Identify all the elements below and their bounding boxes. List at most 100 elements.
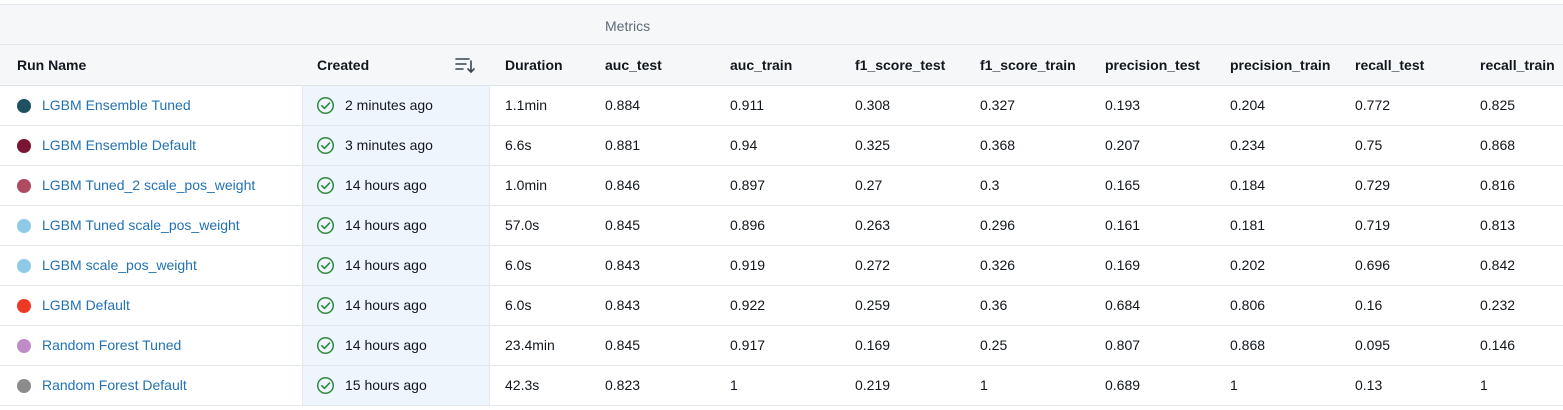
header-duration[interactable]: Duration [505, 57, 563, 73]
cell-precision-test: 0.807 [1105, 337, 1141, 353]
check-circle-icon [316, 256, 335, 275]
header-recall-test[interactable]: recall_test [1355, 57, 1425, 73]
cell-auc-train: 1 [730, 377, 738, 393]
run-color-dot [17, 339, 31, 353]
table-row[interactable]: LGBM Ensemble Tuned 2 minutes ago 1.1min 0.… [0, 86, 1563, 126]
cell-auc-train: 0.911 [730, 97, 764, 113]
table-row[interactable]: LGBM Tuned_2 scale_pos_weight 14 hours ag… [0, 166, 1563, 206]
table-row[interactable]: LGBM Ensemble Default 3 minutes ago 6.6s 0.… [0, 126, 1563, 166]
run-name-link[interactable]: Random Forest Tuned [42, 337, 182, 353]
cell-duration: 57.0s [505, 217, 540, 233]
cell-auc-train: 0.922 [730, 297, 766, 313]
run-color-dot [17, 219, 31, 233]
cell-recall-test: 0.729 [1355, 177, 1391, 193]
cell-precision-train: 0.868 [1230, 337, 1266, 353]
cell-precision-train: 0.806 [1230, 297, 1266, 313]
cell-f1-score-test: 0.325 [855, 137, 891, 153]
cell-auc-test: 0.843 [605, 257, 641, 273]
column-group-header: Metrics [0, 4, 1563, 45]
cell-f1-score-test: 0.272 [855, 257, 891, 273]
cell-duration: 6.0s [505, 297, 532, 313]
check-circle-icon [316, 376, 335, 395]
cell-duration: 1.0min [505, 177, 548, 193]
header-auc-train[interactable]: auc_train [730, 57, 793, 73]
run-name-link[interactable]: LGBM Ensemble Tuned [42, 97, 191, 113]
cell-recall-train: 0.842 [1480, 257, 1516, 273]
cell-f1-score-test: 0.263 [855, 217, 891, 233]
cell-auc-test: 0.845 [605, 217, 641, 233]
cell-recall-train: 0.816 [1480, 177, 1516, 193]
header-run-name[interactable]: Run Name [17, 57, 87, 73]
run-name-link[interactable]: LGBM Tuned_2 scale_pos_weight [42, 177, 256, 193]
table-row[interactable]: LGBM Tuned scale_pos_weight 14 hours ago 5… [0, 206, 1563, 246]
metrics-group-label: Metrics [605, 18, 651, 34]
created-time: 14 hours ago [345, 217, 427, 233]
table-row[interactable]: LGBM scale_pos_weight 14 hours ago 6.0s 0.8… [0, 246, 1563, 286]
header-recall-train[interactable]: recall_train [1480, 57, 1555, 73]
header-precision-train[interactable]: precision_train [1230, 57, 1331, 73]
cell-duration: 42.3s [505, 377, 540, 393]
run-name-link[interactable]: LGBM Default [42, 297, 130, 313]
cell-duration: 6.6s [505, 137, 532, 153]
cell-precision-test: 0.165 [1105, 177, 1141, 193]
run-name-link[interactable]: Random Forest Default [42, 377, 187, 393]
cell-precision-train: 0.204 [1230, 97, 1266, 113]
table-row[interactable]: Random Forest Default 15 hours ago 42.3s 0.… [0, 366, 1563, 406]
cell-recall-train: 0.232 [1480, 297, 1516, 313]
sort-descending-icon[interactable] [455, 56, 475, 74]
cell-auc-test: 0.884 [605, 97, 641, 113]
cell-recall-test: 0.719 [1355, 217, 1391, 233]
cell-precision-test: 0.193 [1105, 97, 1141, 113]
run-color-dot [17, 99, 31, 113]
cell-f1-score-train: 1 [980, 377, 988, 393]
cell-precision-test: 0.207 [1105, 137, 1141, 153]
run-name-link[interactable]: LGBM Ensemble Default [42, 137, 197, 153]
run-color-dot [17, 179, 31, 193]
check-circle-icon [316, 176, 335, 195]
header-f1-score-train[interactable]: f1_score_train [980, 57, 1076, 73]
run-name-link[interactable]: LGBM Tuned scale_pos_weight [42, 217, 240, 233]
cell-f1-score-train: 0.36 [980, 297, 1008, 313]
created-time: 3 minutes ago [345, 137, 433, 153]
cell-recall-test: 0.13 [1355, 377, 1383, 393]
cell-recall-test: 0.75 [1355, 137, 1383, 153]
cell-auc-test: 0.845 [605, 337, 641, 353]
cell-precision-train: 0.234 [1230, 137, 1266, 153]
table-row[interactable]: Random Forest Tuned 14 hours ago 23.4min 0.… [0, 326, 1563, 366]
created-time: 2 minutes ago [345, 97, 433, 113]
run-color-dot [17, 299, 31, 313]
cell-f1-score-train: 0.296 [980, 217, 1016, 233]
cell-auc-train: 0.897 [730, 177, 766, 193]
cell-f1-score-train: 0.25 [980, 337, 1008, 353]
header-auc-test[interactable]: auc_test [605, 57, 662, 73]
cell-precision-test: 0.684 [1105, 297, 1141, 313]
cell-precision-train: 0.181 [1230, 217, 1266, 233]
cell-duration: 23.4min [505, 337, 555, 353]
cell-precision-train: 0.184 [1230, 177, 1266, 193]
run-name-link[interactable]: LGBM scale_pos_weight [42, 257, 197, 273]
run-color-dot [17, 379, 31, 393]
cell-f1-score-train: 0.3 [980, 177, 1000, 193]
run-color-dot [17, 139, 31, 153]
cell-auc-test: 0.881 [605, 137, 641, 153]
table-row[interactable]: LGBM Default 14 hours ago 6.0s 0.843 0.922 0.… [0, 286, 1563, 326]
cell-duration: 1.1min [505, 97, 548, 113]
cell-recall-train: 1 [1480, 377, 1488, 393]
cell-f1-score-train: 0.326 [980, 257, 1016, 273]
cell-f1-score-test: 0.259 [855, 297, 891, 313]
cell-f1-score-test: 0.308 [855, 97, 891, 113]
header-created[interactable]: Created [317, 57, 370, 73]
created-time: 15 hours ago [345, 377, 427, 393]
cell-recall-train: 0.813 [1480, 217, 1516, 233]
cell-auc-train: 0.919 [730, 257, 766, 273]
cell-auc-train: 0.896 [730, 217, 766, 233]
check-circle-icon [316, 336, 335, 355]
table-header: Run Name Created Duration auc_test auc_t… [0, 45, 1563, 86]
cell-f1-score-test: 0.219 [855, 377, 891, 393]
header-f1-score-test[interactable]: f1_score_test [855, 57, 946, 73]
cell-precision-train: 0.202 [1230, 257, 1266, 273]
cell-auc-test: 0.846 [605, 177, 641, 193]
cell-duration: 6.0s [505, 257, 532, 273]
check-circle-icon [316, 216, 335, 235]
header-precision-test[interactable]: precision_test [1105, 57, 1200, 73]
